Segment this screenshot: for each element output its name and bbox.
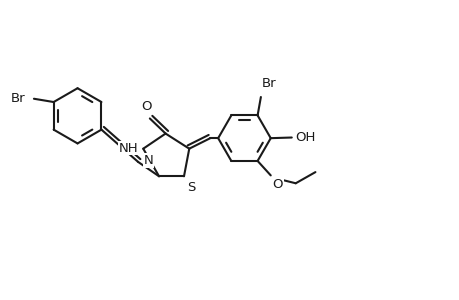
Text: S: S — [187, 181, 195, 194]
Text: O: O — [272, 178, 283, 191]
Text: Br: Br — [262, 77, 276, 90]
Text: OH: OH — [294, 131, 315, 144]
Text: NH: NH — [119, 142, 138, 154]
Text: O: O — [141, 100, 151, 112]
Text: Br: Br — [11, 92, 25, 105]
Text: N: N — [144, 154, 153, 167]
